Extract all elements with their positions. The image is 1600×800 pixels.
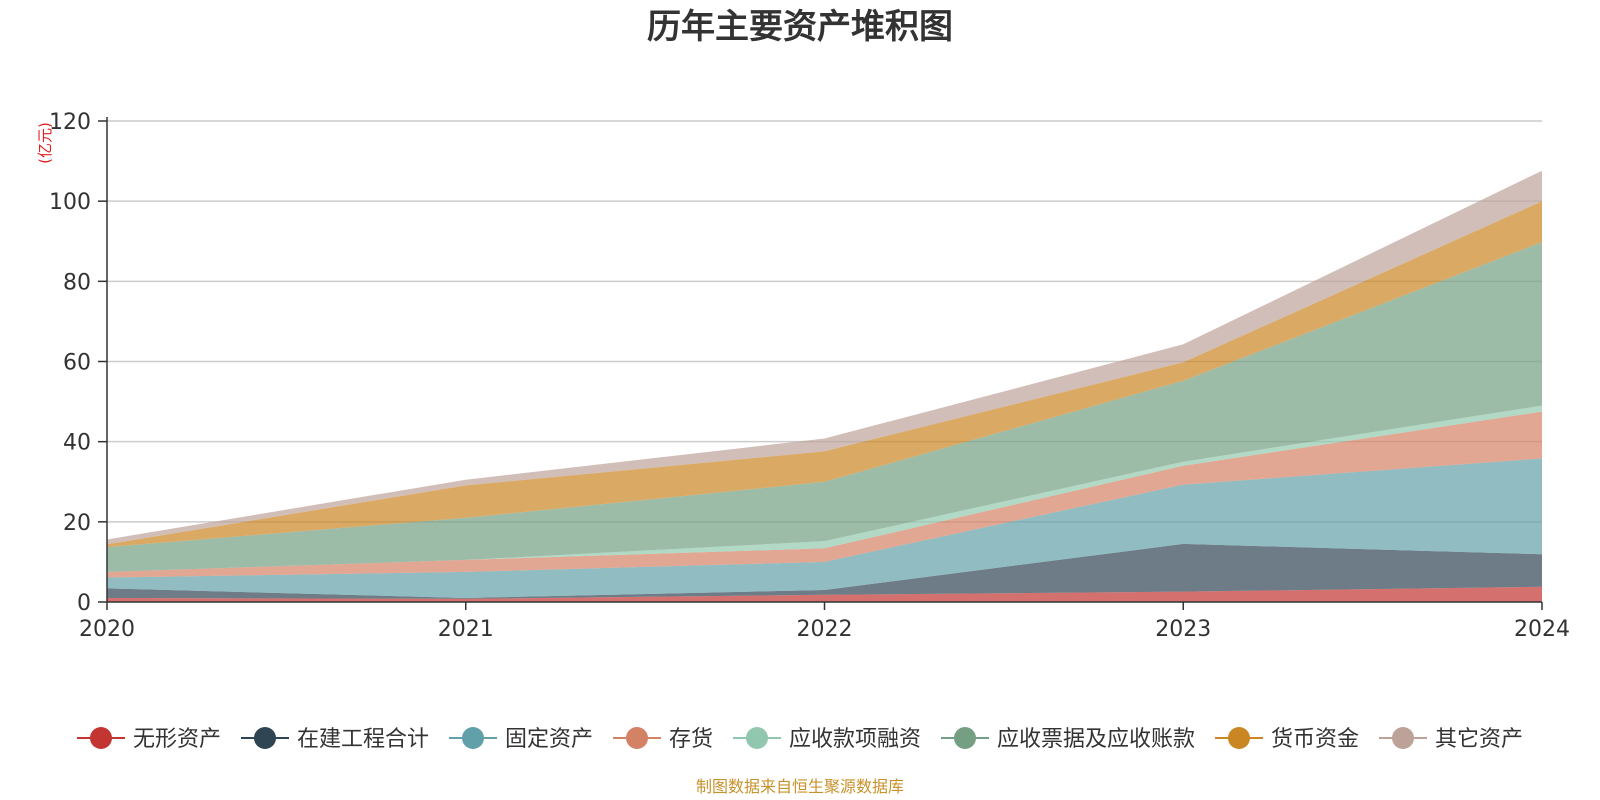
legend-item: 在建工程合计	[241, 727, 429, 752]
legend: 无形资产 在建工程合计 固定资产 存货 应收款项融资 应收票据及应收账款 货币资金 其它资产	[77, 727, 1523, 752]
y-tick-label: 100	[49, 190, 91, 215]
legend-item: 存货	[613, 727, 713, 752]
legend-swatch-dot	[954, 727, 976, 749]
legend-item: 应收票据及应收账款	[941, 727, 1195, 752]
legend-label: 固定资产	[505, 727, 593, 752]
y-tick-labels: 0 20 40 60 80 100 120	[49, 110, 107, 616]
legend-swatch-dot	[746, 727, 768, 749]
series-areas	[107, 170, 1542, 602]
legend-label: 在建工程合计	[297, 727, 429, 752]
legend-swatch-dot	[1392, 727, 1414, 749]
legend-swatch-dot	[254, 727, 276, 749]
x-tick-label: 2023	[1155, 617, 1211, 642]
area-series	[107, 201, 1542, 548]
legend-item: 货币资金	[1215, 727, 1359, 752]
legend-swatch-dot	[1228, 727, 1250, 749]
y-tick-label: 120	[49, 110, 91, 135]
legend-label: 其它资产	[1435, 727, 1523, 752]
legend-swatch-dot	[626, 727, 648, 749]
legend-label: 应收票据及应收账款	[997, 727, 1195, 752]
y-tick-label: 80	[63, 270, 91, 295]
area-series	[107, 543, 1542, 599]
x-tick-label: 2021	[438, 617, 494, 642]
area-series	[107, 242, 1542, 572]
legend-item: 应收款项融资	[733, 727, 921, 752]
y-tick-label: 60	[63, 351, 91, 376]
chart-title: 历年主要资产堆积图	[647, 7, 953, 47]
legend-label: 无形资产	[133, 727, 221, 752]
area-series	[107, 458, 1542, 598]
legend-label: 存货	[669, 727, 713, 752]
x-tick-label: 2024	[1514, 617, 1570, 642]
y-tick-label: 40	[63, 431, 91, 456]
legend-item: 固定资产	[449, 727, 593, 752]
y-tick-label: 20	[63, 511, 91, 536]
x-tick-label: 2022	[797, 617, 853, 642]
x-tick-label: 2020	[79, 617, 135, 642]
legend-label: 应收款项融资	[789, 727, 921, 752]
x-tick-labels: 2020 2021 2022 2023 2024	[79, 602, 1570, 642]
legend-item: 其它资产	[1379, 727, 1523, 752]
y-unit-label: (亿元)	[36, 122, 54, 164]
source-note: 制图数据来自恒生聚源数据库	[696, 777, 904, 796]
legend-item: 无形资产	[77, 727, 221, 752]
y-tick-label: 0	[77, 591, 91, 616]
area-series	[107, 586, 1542, 602]
legend-swatch-dot	[90, 727, 112, 749]
legend-swatch-dot	[462, 727, 484, 749]
legend-label: 货币资金	[1271, 727, 1359, 752]
